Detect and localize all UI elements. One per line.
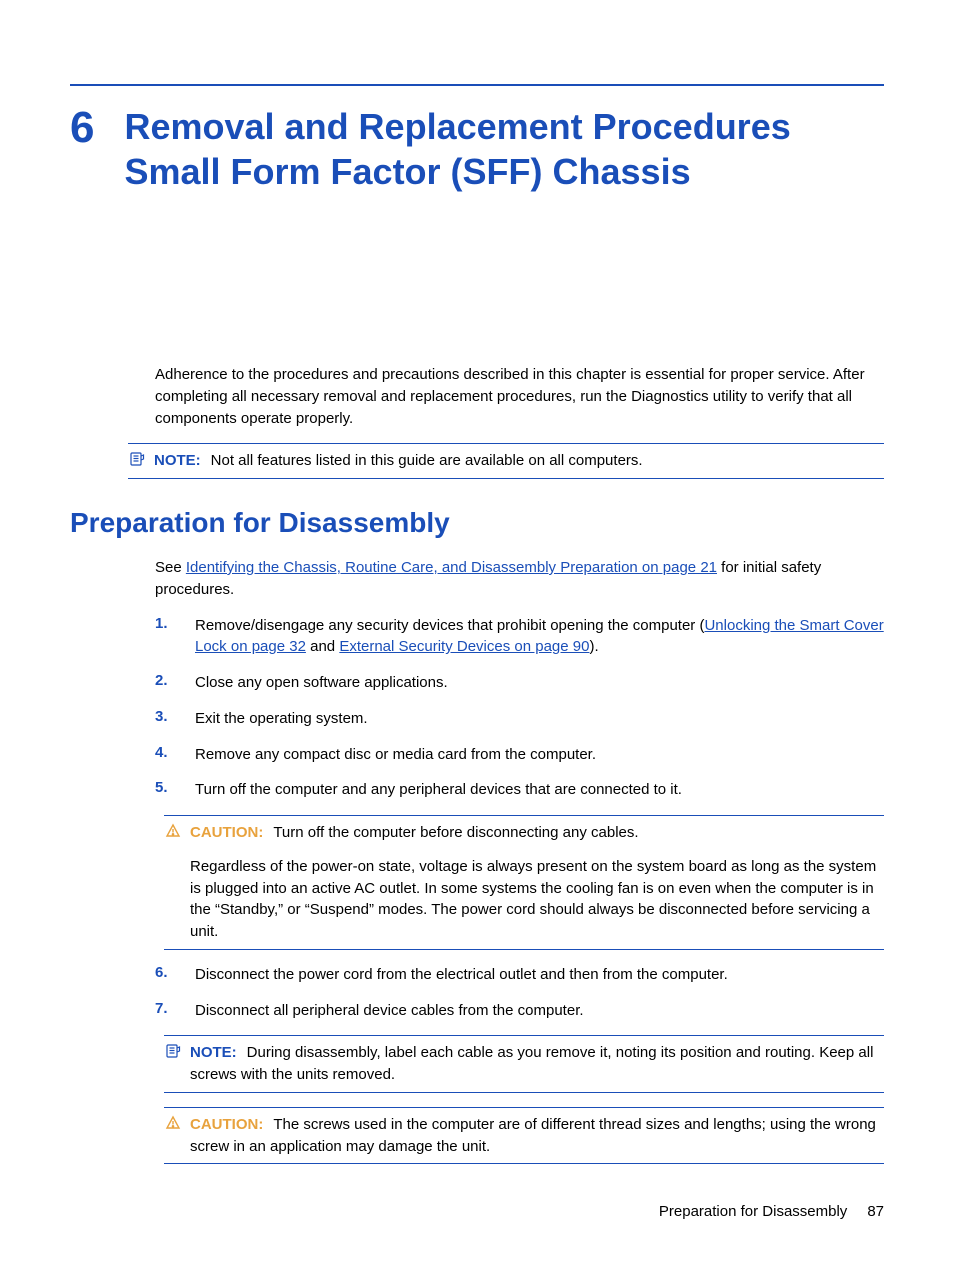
see-pre: See <box>155 559 186 576</box>
note-icon <box>128 450 146 467</box>
note-callout-2: NOTE:During disassembly, label each cabl… <box>164 1035 884 1093</box>
note-text-2: During disassembly, label each cable as … <box>190 1044 873 1083</box>
step-number: 7. <box>155 1000 173 1022</box>
note-body-2: NOTE:During disassembly, label each cabl… <box>190 1042 884 1086</box>
caution-callout-1: CAUTION: Turn off the computer before dis… <box>164 815 884 950</box>
step-text: Disconnect all peripheral device cables … <box>195 1000 884 1022</box>
page-footer: Preparation for Disassembly 87 <box>659 1203 884 1220</box>
note-icon <box>164 1042 182 1059</box>
chapter-title-line1: Removal and Replacement Procedures <box>124 106 790 147</box>
step-text: Remove/disengage any security devices th… <box>195 615 884 659</box>
caution-label-2: CAUTION: <box>190 1116 263 1133</box>
step1-post: ). <box>589 638 598 655</box>
note-label-2: NOTE: <box>190 1044 237 1061</box>
step-text: Remove any compact disc or media card fr… <box>195 744 884 766</box>
step-number: 3. <box>155 708 173 730</box>
list-item: 4. Remove any compact disc or media card… <box>155 744 884 766</box>
step-text: Turn off the computer and any peripheral… <box>195 779 884 801</box>
step-text: Exit the operating system. <box>195 708 884 730</box>
list-item: 7. Disconnect all peripheral device cabl… <box>155 1000 884 1022</box>
note-callout-1: NOTE: Not all features listed in this gui… <box>128 443 884 479</box>
ordered-list: 1. Remove/disengage any security devices… <box>155 615 884 802</box>
caution-icon <box>164 1114 182 1131</box>
list-item: 1. Remove/disengage any security devices… <box>155 615 884 659</box>
caution-body-2: CAUTION:The screws used in the computer … <box>190 1114 884 1158</box>
step-number: 1. <box>155 615 173 659</box>
step1-pre: Remove/disengage any security devices th… <box>195 617 704 634</box>
footer-page-number: 87 <box>867 1203 884 1220</box>
see-paragraph: See Identifying the Chassis, Routine Car… <box>155 557 884 601</box>
ordered-list-cont: 6. Disconnect the power cord from the el… <box>155 964 884 1022</box>
step-number: 5. <box>155 779 173 801</box>
list-item: 3. Exit the operating system. <box>155 708 884 730</box>
caution-body-1: CAUTION: Turn off the computer before dis… <box>190 822 884 943</box>
chapter-number: 6 <box>70 104 94 152</box>
note-text-1: Not all features listed in this guide ar… <box>211 452 643 469</box>
chapter-title-line2: Small Form Factor (SFF) Chassis <box>124 151 690 192</box>
caution-icon <box>164 822 182 839</box>
caution-para-1: Regardless of the power-on state, voltag… <box>190 856 884 943</box>
section-heading: Preparation for Disassembly <box>70 507 884 539</box>
caution-text-1: Turn off the computer before disconnecti… <box>273 824 638 841</box>
list-item: 6. Disconnect the power cord from the el… <box>155 964 884 986</box>
list-item: 5. Turn off the computer and any periphe… <box>155 779 884 801</box>
step-text: Close any open software applications. <box>195 672 884 694</box>
note-label-1: NOTE: <box>154 452 201 469</box>
link-external-security-devices[interactable]: External Security Devices on page 90 <box>339 638 589 655</box>
list-item: 2. Close any open software applications. <box>155 672 884 694</box>
caution-callout-2: CAUTION:The screws used in the computer … <box>164 1107 884 1165</box>
caution-label-1: CAUTION: <box>190 824 263 841</box>
step1-mid: and <box>306 638 339 655</box>
top-rule <box>70 84 884 86</box>
caution-text-2: The screws used in the computer are of d… <box>190 1116 876 1155</box>
step-number: 4. <box>155 744 173 766</box>
step-number: 6. <box>155 964 173 986</box>
step-text: Disconnect the power cord from the elect… <box>195 964 884 986</box>
intro-paragraph: Adherence to the procedures and precauti… <box>155 364 884 429</box>
step-number: 2. <box>155 672 173 694</box>
link-identifying-chassis[interactable]: Identifying the Chassis, Routine Care, a… <box>186 559 717 576</box>
chapter-title: Removal and Replacement Procedures Small… <box>124 104 790 194</box>
footer-section: Preparation for Disassembly <box>659 1203 847 1220</box>
chapter-heading: 6 Removal and Replacement Procedures Sma… <box>70 104 884 194</box>
note-content-1: NOTE: Not all features listed in this gui… <box>154 450 643 472</box>
